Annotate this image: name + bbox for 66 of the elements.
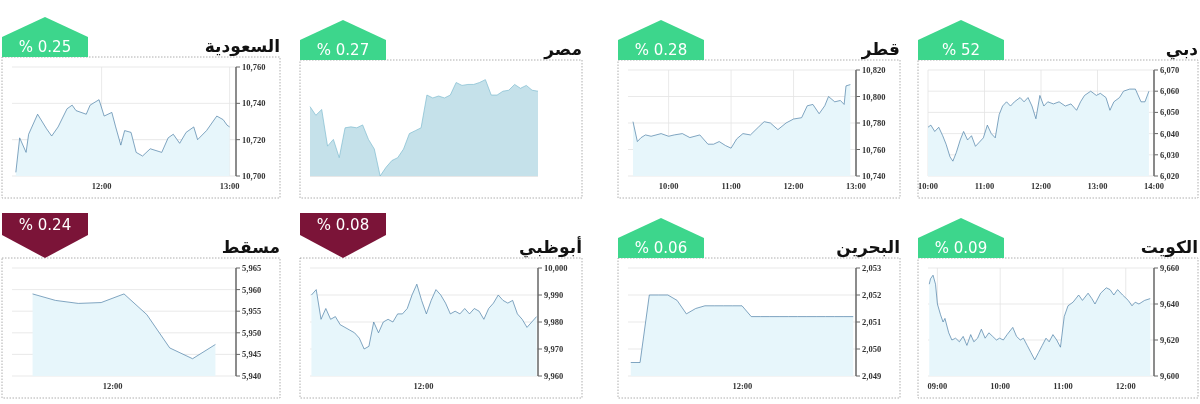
y-tick-label: 9,640: [1160, 299, 1180, 309]
x-tick-label: 12:00: [1115, 381, 1136, 391]
x-tick-label: 11:00: [974, 181, 995, 191]
chart-subtitle: % 0.06: [634, 239, 688, 257]
x-tick-label: 13:00: [219, 181, 240, 191]
y-tick-label: 10,700: [242, 171, 266, 181]
chart-title: أبوظبي: [518, 236, 582, 258]
chart-subtitle: % 52: [941, 41, 981, 59]
y-tick-label: 5,960: [242, 284, 262, 295]
y-tick-label: 5,945: [242, 349, 262, 360]
y-tick-label: 9,960: [544, 371, 564, 381]
x-tick-label: 10:00: [990, 381, 1011, 391]
y-tick-label: 6,070: [1160, 65, 1180, 75]
x-tick-label: 12:00: [783, 181, 804, 191]
y-tick-label: 10,760: [242, 62, 266, 72]
x-tick-label: 11:00: [721, 181, 741, 191]
x-tick-label: 11:00: [1053, 381, 1073, 391]
chart-subtitle: % 0.08: [316, 216, 370, 234]
y-tick-label: 5,950: [242, 327, 262, 338]
x-tick-label: 14:00: [1144, 181, 1164, 191]
chart-title: دبي: [1165, 39, 1199, 60]
y-tick-label: 10,740: [242, 98, 266, 109]
x-tick-label: 12:00: [1031, 181, 1051, 191]
chart-title: السعودية: [204, 36, 280, 57]
y-tick-label: 9,620: [1160, 335, 1180, 345]
y-tick-label: 2,050: [862, 344, 882, 354]
chart-subtitle: % 0.27: [316, 41, 370, 59]
x-tick-label: 10:00: [658, 181, 679, 191]
y-tick-label: 9,600: [1160, 371, 1180, 381]
y-tick-label: 5,955: [242, 306, 262, 317]
y-tick-label: 10,000: [544, 263, 568, 273]
y-tick-label: 2,053: [862, 263, 882, 273]
y-tick-label: 10,820: [862, 65, 886, 75]
chart-subtitle: % 0.28: [634, 41, 688, 59]
x-tick-label: 09:00: [927, 381, 948, 391]
y-tick-label: 6,060: [1160, 86, 1180, 97]
y-tick-label: 6,040: [1160, 128, 1180, 139]
x-tick-label: 10:00: [918, 181, 938, 191]
y-tick-label: 5,940: [242, 371, 262, 381]
y-tick-label: 6,030: [1160, 149, 1180, 160]
chart-title: قطر: [860, 39, 900, 60]
chart-title: البحرين: [836, 237, 900, 258]
chart-subtitle: % 0.25: [18, 38, 72, 56]
y-tick-label: 10,720: [242, 134, 266, 145]
x-tick-label: 13:00: [1087, 181, 1108, 191]
y-tick-label: 9,990: [544, 290, 564, 300]
x-tick-label: 13:00: [846, 181, 866, 191]
chart-title: مصر: [543, 39, 582, 60]
y-tick-label: 2,051: [862, 317, 882, 327]
y-tick-label: 9,660: [1160, 263, 1180, 273]
y-tick-label: 10,800: [862, 91, 886, 102]
y-tick-label: 10,760: [862, 144, 886, 155]
y-tick-label: 9,970: [544, 344, 564, 354]
y-tick-label: 6,020: [1160, 171, 1180, 181]
chart-title: مسقط: [221, 237, 280, 257]
y-tick-label: 9,980: [544, 317, 564, 327]
chart-title: الكويت: [1140, 237, 1198, 258]
chart-subtitle: % 0.24: [18, 216, 72, 234]
y-tick-label: 6,050: [1160, 107, 1180, 118]
y-tick-label: 10,780: [862, 118, 886, 128]
y-tick-label: 5,965: [242, 263, 262, 273]
y-tick-label: 2,052: [862, 290, 882, 300]
chart-subtitle: % 0.09: [934, 239, 988, 257]
x-tick-label: 12:00: [91, 181, 112, 191]
y-tick-label: 2,049: [862, 371, 882, 381]
y-tick-label: 10,740: [862, 171, 886, 181]
